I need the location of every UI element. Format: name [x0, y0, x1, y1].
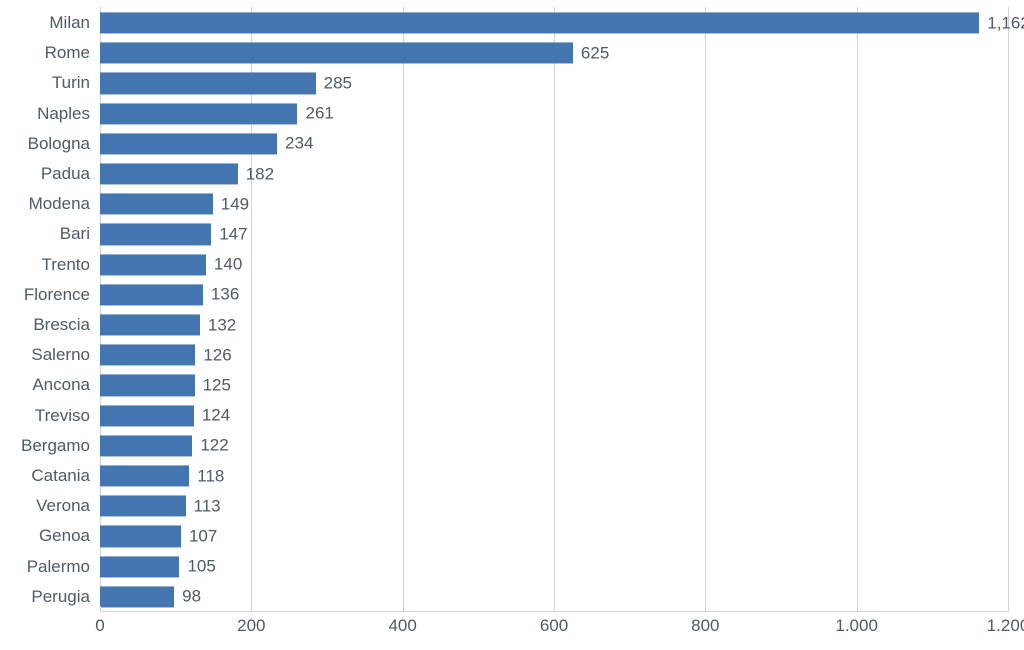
bar-row: Milan1,162 — [100, 8, 1008, 38]
bar: 234 — [100, 133, 277, 154]
bar-row: Turin285 — [100, 68, 1008, 98]
x-axis-tick-label: 200 — [237, 616, 265, 636]
plot-area: Milan1,162Rome625Turin285Naples261Bologn… — [100, 8, 1008, 612]
bar-row: Verona113 — [100, 491, 1008, 521]
bar: 122 — [100, 435, 192, 456]
category-label: Salerno — [31, 345, 100, 365]
x-axis-tick-label: 400 — [388, 616, 416, 636]
bar-value-label: 625 — [573, 43, 609, 63]
bar-value-label: 98 — [174, 587, 201, 607]
bar-row: Ancona125 — [100, 370, 1008, 400]
bar-value-label: 1,162 — [979, 13, 1024, 33]
bar-row: Florence136 — [100, 280, 1008, 310]
bar-value-label: 147 — [211, 224, 247, 244]
bar-value-label: 126 — [195, 345, 231, 365]
bar: 118 — [100, 466, 189, 487]
bar-value-label: 136 — [203, 285, 239, 305]
category-label: Trento — [41, 255, 100, 275]
category-label: Modena — [29, 194, 100, 214]
x-axis-tickmark — [403, 606, 404, 612]
bar-value-label: 124 — [194, 406, 230, 426]
bar-value-label: 182 — [238, 164, 274, 184]
bar: 126 — [100, 345, 195, 366]
x-axis-tickmark — [705, 606, 706, 612]
bar-row: Modena149 — [100, 189, 1008, 219]
bar-value-label: 149 — [213, 194, 249, 214]
category-label: Verona — [36, 496, 100, 516]
bar: 149 — [100, 194, 213, 215]
bar: 182 — [100, 164, 238, 185]
bar-value-label: 113 — [186, 496, 221, 516]
bar-row: Catania118 — [100, 461, 1008, 491]
category-label: Turin — [52, 73, 100, 93]
bar: 140 — [100, 254, 206, 275]
category-label: Rome — [45, 43, 100, 63]
bar-value-label: 140 — [206, 255, 242, 275]
x-axis-tickmark — [1008, 606, 1009, 612]
category-label: Florence — [24, 285, 100, 305]
bar: 105 — [100, 556, 179, 577]
bar: 107 — [100, 526, 181, 547]
bar: 132 — [100, 315, 200, 336]
bar: 625 — [100, 43, 573, 64]
x-axis-tick-label: 1.000 — [835, 616, 878, 636]
bar-row: Rome625 — [100, 38, 1008, 68]
bar-row: Bari147 — [100, 219, 1008, 249]
x-axis-tickmark — [251, 606, 252, 612]
bar-row: Palermo105 — [100, 552, 1008, 582]
bar-row: Brescia132 — [100, 310, 1008, 340]
bar-row: Padua182 — [100, 159, 1008, 189]
bar-value-label: 261 — [297, 104, 333, 124]
category-label: Bologna — [28, 134, 100, 154]
category-label: Bari — [60, 224, 100, 244]
category-label: Milan — [49, 13, 100, 33]
bar: 261 — [100, 103, 297, 124]
bar: 1,162 — [100, 13, 979, 34]
category-label: Treviso — [35, 406, 100, 426]
bar-value-label: 105 — [179, 557, 215, 577]
x-axis-tick-label: 1.200 — [987, 616, 1024, 636]
bar-row: Naples261 — [100, 99, 1008, 129]
bar: 124 — [100, 405, 194, 426]
category-label: Catania — [31, 466, 100, 486]
horizontal-bar-chart: Milan1,162Rome625Turin285Naples261Bologn… — [0, 0, 1024, 650]
bar-value-label: 107 — [181, 526, 217, 546]
bar-value-label: 125 — [195, 375, 231, 395]
bar: 98 — [100, 586, 174, 607]
bar-value-label: 285 — [316, 73, 352, 93]
bar-value-label: 234 — [277, 134, 313, 154]
category-label: Genoa — [39, 526, 100, 546]
category-label: Bergamo — [21, 436, 100, 456]
category-label: Padua — [41, 164, 100, 184]
category-label: Palermo — [27, 557, 100, 577]
bar: 113 — [100, 496, 186, 517]
category-label: Ancona — [32, 375, 100, 395]
bar-row: Treviso124 — [100, 401, 1008, 431]
x-axis-tick-label: 0 — [95, 616, 104, 636]
x-axis-labels: 02004006008001.0001.200 — [100, 612, 1008, 642]
x-axis-tick-label: 600 — [540, 616, 568, 636]
bar-value-label: 132 — [200, 315, 236, 335]
bar: 147 — [100, 224, 211, 245]
gridline — [1008, 7, 1009, 612]
bar: 125 — [100, 375, 195, 396]
x-axis-tickmark — [857, 606, 858, 612]
bar-value-label: 122 — [192, 436, 228, 456]
bar: 136 — [100, 284, 203, 305]
category-label: Naples — [37, 104, 100, 124]
x-axis-tick-label: 800 — [691, 616, 719, 636]
bar-row: Genoa107 — [100, 521, 1008, 551]
bar-row: Bergamo122 — [100, 431, 1008, 461]
x-axis-tickmark — [100, 606, 101, 612]
x-axis-tickmark — [554, 606, 555, 612]
bar-row: Salerno126 — [100, 340, 1008, 370]
bar-row: Bologna234 — [100, 129, 1008, 159]
bar: 285 — [100, 73, 316, 94]
category-label: Brescia — [33, 315, 100, 335]
category-label: Perugia — [31, 587, 100, 607]
bar-value-label: 118 — [189, 466, 224, 486]
bar-row: Trento140 — [100, 250, 1008, 280]
